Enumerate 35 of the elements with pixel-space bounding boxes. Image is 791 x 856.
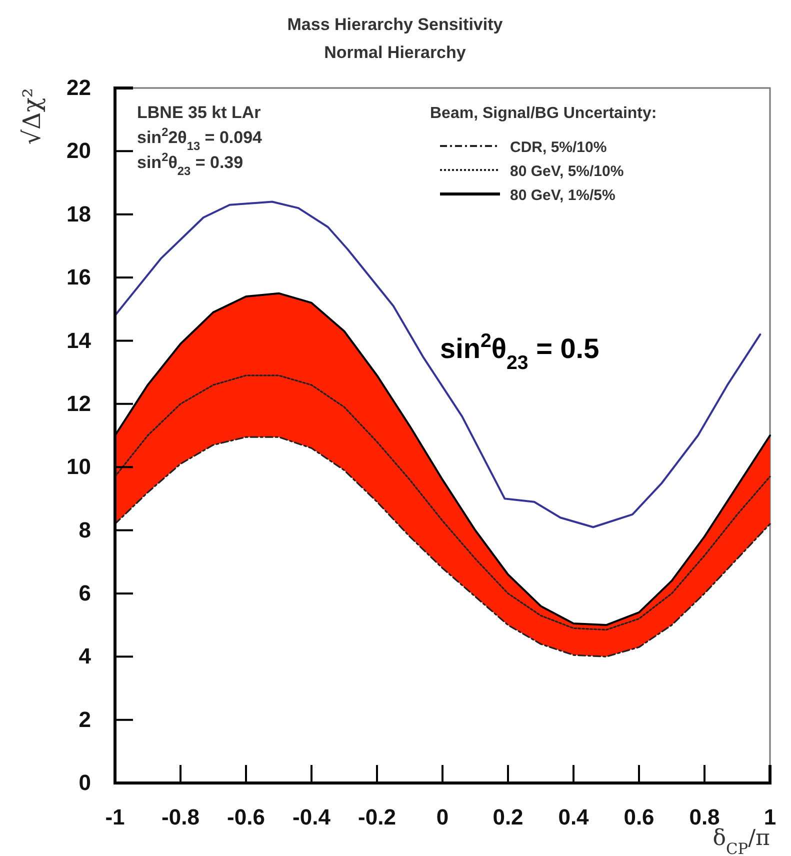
annotation: LBNE 35 kt LAr (137, 103, 262, 122)
legend-label: CDR, 5%/10% (510, 139, 607, 156)
chart-title: Mass Hierarchy Sensitivity (287, 15, 504, 34)
line-series (114, 374, 771, 631)
x-tick-label: 0.2 (492, 804, 524, 830)
y-tick-label: 22 (66, 75, 91, 100)
annotation: sin$^{2}$θ$_{23}$ = 0.5 (440, 330, 600, 374)
y-tick-label: 10 (66, 454, 91, 480)
line-series (114, 436, 771, 658)
y-tick-label: 16 (66, 264, 91, 290)
x-tick-label: -1 (105, 804, 125, 830)
x-tick-label: -0.8 (162, 804, 200, 830)
x-tick-label: -0.6 (227, 804, 265, 830)
chart-subtitle: Normal Hierarchy (324, 43, 466, 62)
legend-title: Beam, Signal/BG Uncertainty: (430, 105, 657, 122)
x-tick-label: -0.4 (292, 804, 332, 830)
x-tick-label: 0.4 (558, 804, 590, 830)
x-tick-label: 0.6 (624, 804, 654, 830)
y-tick-label: 0 (78, 770, 91, 796)
annotation: sin$^{2}$θ$_{23}$ = 0.39 (137, 150, 244, 178)
annotation: sin$^{2}$2θ$_{13}$ = 0.094 (137, 125, 263, 153)
y-tick-label: 4 (78, 644, 92, 669)
y-tick-label: 8 (78, 517, 91, 542)
legend-label: 80 GeV, 5%/10% (510, 163, 624, 180)
y-tick-label: 2 (78, 706, 91, 732)
legend-label: 80 GeV, 1%/5% (510, 187, 616, 204)
y-axis-title: √Δχ² (18, 88, 46, 145)
y-tick-label: 12 (66, 390, 91, 416)
y-tick-label: 20 (66, 138, 91, 164)
y-tick-label: 6 (78, 580, 91, 606)
x-tick-label: -0.2 (358, 804, 396, 830)
x-tick-label: 0 (436, 804, 449, 830)
y-tick-label: 14 (66, 328, 92, 353)
line-series (114, 200, 762, 528)
y-tick-label: 18 (66, 201, 91, 226)
